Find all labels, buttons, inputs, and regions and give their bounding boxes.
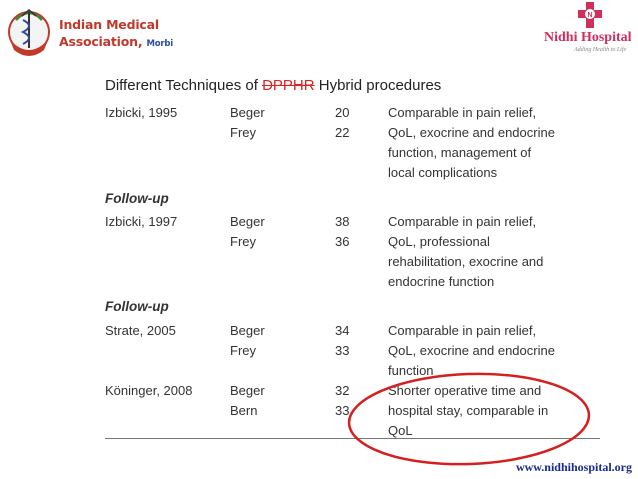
nidhi-hospital-logo: N Nidhi Hospital Adding Health to Life	[540, 2, 638, 60]
study-name: Strate, 2005	[105, 323, 176, 338]
table-row: Köninger, 2008 Beger Bern 32 33 Shorter op…	[105, 381, 597, 441]
table-row: Izbicki, 1995 Beger Frey 20 22 Comparable …	[105, 103, 597, 183]
result-cell: Comparable in pain relief, QoL, exocrine …	[388, 323, 555, 378]
study-name: Izbicki, 1995	[105, 105, 178, 120]
svg-text:N: N	[587, 12, 592, 19]
ima-name: Indian Medical Association, Morbi	[59, 16, 173, 53]
hospital-tagline: Adding Health to Life	[574, 47, 627, 53]
study-name: Izbicki, 1997	[105, 214, 178, 229]
follow-up-heading: Follow-up	[105, 299, 169, 314]
patient-count-cell: 38 36	[335, 214, 350, 249]
ima-line2: Association,	[59, 34, 143, 49]
study-name: Köninger, 2008	[105, 383, 193, 398]
ima-emblem-icon	[8, 9, 50, 56]
patient-count-cell: 32 33	[335, 383, 350, 418]
title-suffix: Hybrid procedures	[318, 77, 442, 94]
table-bottom-rule	[105, 438, 600, 439]
ima-line1: Indian Medical	[59, 17, 159, 32]
table-row: Izbicki, 1997 Beger Frey 38 36 Comparable …	[105, 212, 597, 292]
result-cell: Shorter operative time and hospital stay,…	[388, 383, 549, 438]
nidhi-cross-icon: N	[578, 2, 602, 28]
title-prefix: Different Techniques of	[105, 77, 258, 94]
technique-cell: Beger Frey	[230, 323, 265, 358]
ima-city: Morbi	[146, 39, 174, 49]
technique-cell: Beger Frey	[230, 214, 265, 249]
ima-logo: Indian Medical Association, Morbi	[2, 2, 173, 58]
hospital-name: Nidhi Hospital	[544, 30, 632, 45]
technique-cell: Beger Bern	[230, 383, 265, 418]
technique-cell: Beger Frey	[230, 105, 265, 140]
follow-up-heading: Follow-up	[105, 191, 169, 206]
result-cell: Comparable in pain relief, QoL, exocrine …	[388, 105, 555, 180]
title-struck-term: DPPHR	[262, 77, 315, 94]
patient-count-cell: 34 33	[335, 323, 350, 358]
patient-count-cell: 20 22	[335, 105, 350, 140]
slide-title: Different Techniques of DPPHR Hybrid pro…	[105, 77, 441, 94]
table-row: Strate, 2005 Beger Frey 34 33 Comparable i…	[105, 321, 597, 381]
result-cell: Comparable in pain relief, QoL, professio…	[388, 214, 544, 289]
footer-url[interactable]: www.nidhihospital.org	[515, 460, 632, 474]
highlight-oval	[347, 372, 591, 466]
